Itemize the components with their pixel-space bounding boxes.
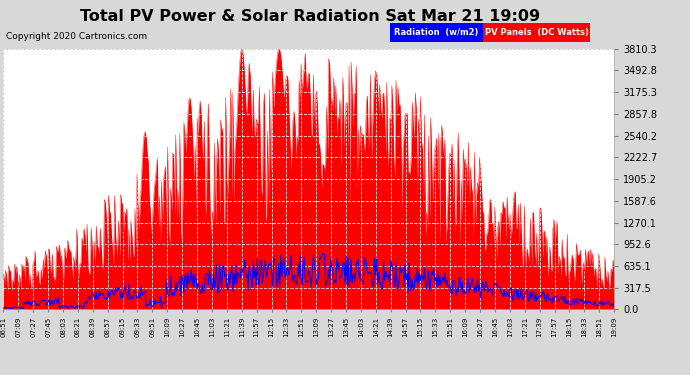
Text: Total PV Power & Solar Radiation Sat Mar 21 19:09: Total PV Power & Solar Radiation Sat Mar… (81, 9, 540, 24)
Text: PV Panels  (DC Watts): PV Panels (DC Watts) (484, 28, 589, 37)
Text: Radiation  (w/m2): Radiation (w/m2) (394, 28, 479, 37)
Text: Copyright 2020 Cartronics.com: Copyright 2020 Cartronics.com (6, 32, 147, 41)
